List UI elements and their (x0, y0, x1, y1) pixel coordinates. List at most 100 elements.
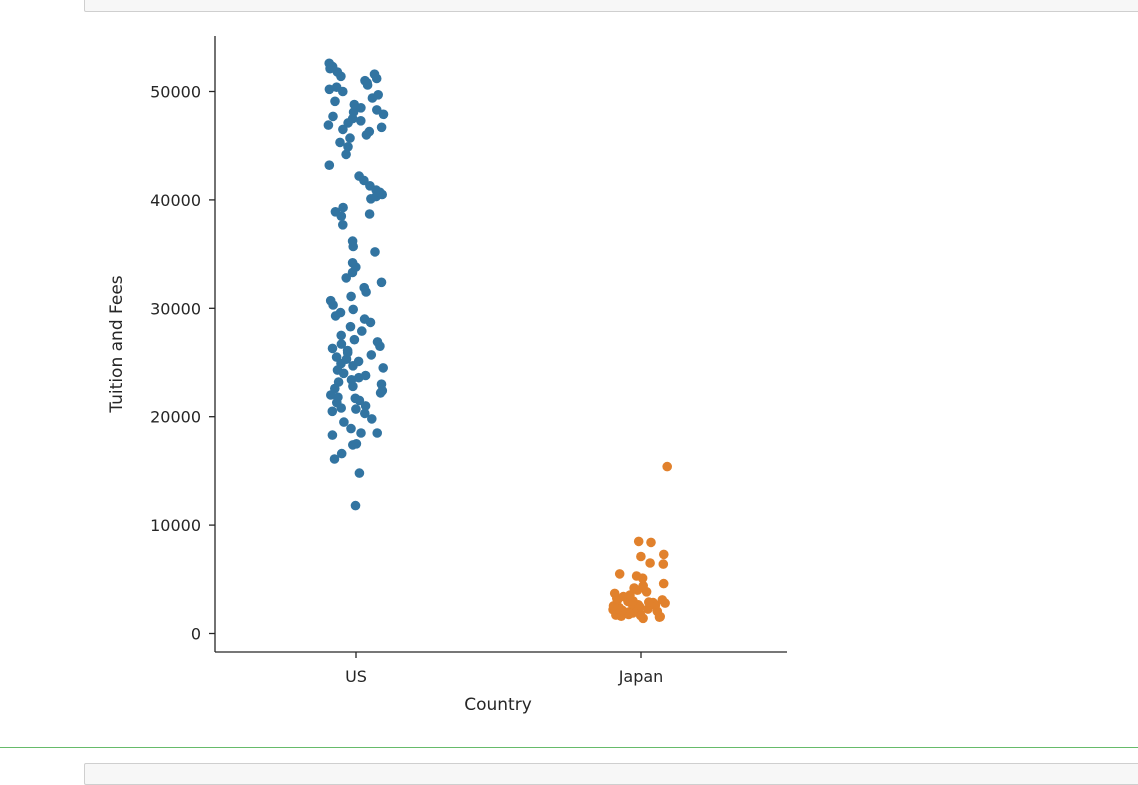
data-point-us (324, 84, 335, 95)
data-point-japan (658, 559, 669, 569)
data-point-us (359, 282, 370, 293)
data-point-japan (659, 549, 669, 560)
data-point-us (350, 500, 361, 511)
data-point-us (354, 468, 365, 478)
y-tick-label: 40000 (150, 191, 201, 210)
data-point-japan (609, 588, 620, 599)
data-point-us (356, 428, 366, 438)
x-tick-label: Japan (618, 667, 664, 686)
data-point-japan (646, 537, 656, 548)
data-point-us (341, 273, 352, 283)
x-ticks: US Japan (345, 652, 663, 686)
data-point-us (336, 330, 347, 341)
data-point-us (357, 326, 367, 336)
data-point-us (353, 356, 364, 367)
data-point-us (376, 277, 387, 288)
data-point-us (342, 345, 353, 356)
data-point-japan (643, 604, 653, 614)
data-point-us (335, 137, 345, 148)
data-point-us (372, 105, 382, 115)
x-axis-label: Country (464, 695, 532, 715)
data-point-us (341, 149, 351, 160)
data-point-us (331, 352, 342, 362)
data-point-us (370, 247, 380, 257)
data-point-us (376, 122, 387, 133)
data-point-us (359, 314, 370, 324)
data-point-us (349, 99, 360, 110)
data-point-us (323, 120, 334, 130)
data-point-us (329, 454, 340, 464)
data-point-japan (631, 571, 642, 581)
data-point-us (356, 116, 366, 126)
data-point-us (360, 370, 371, 381)
data-point-us (327, 406, 338, 417)
data-point-us (378, 363, 389, 373)
data-point-japan (629, 583, 639, 593)
y-axis-label: Tuition and Fees (107, 275, 127, 413)
data-point-us (346, 291, 356, 302)
data-point-japan (658, 578, 669, 589)
data-point-us (339, 417, 349, 427)
data-point-us (331, 82, 342, 92)
data-point-us (360, 408, 370, 419)
data-point-japan (662, 461, 672, 472)
y-tick-label: 20000 (150, 408, 201, 427)
y-tick-label: 10000 (150, 516, 201, 535)
data-point-japan (645, 558, 655, 568)
data-point-us (349, 334, 360, 345)
y-tick-label: 0 (191, 625, 201, 644)
data-point-us (372, 337, 383, 347)
y-ticks: 0 10000 20000 30000 40000 50000 (150, 83, 215, 644)
data-point-us (364, 126, 375, 137)
data-point-us (366, 350, 377, 360)
data-point-us (336, 448, 347, 459)
data-point-us (367, 414, 377, 424)
data-point-us (338, 124, 348, 135)
x-tick-label: US (345, 667, 367, 686)
data-point-us (343, 142, 353, 152)
data-points (323, 58, 672, 624)
data-point-us (338, 220, 348, 230)
next-cell-border (84, 763, 1138, 785)
data-point-us (330, 96, 340, 107)
data-point-us (347, 258, 358, 268)
data-point-us (327, 343, 338, 354)
data-point-us (346, 375, 357, 385)
data-point-us (364, 209, 375, 219)
data-point-us (345, 133, 355, 143)
data-point-us (360, 75, 370, 86)
data-point-us (333, 377, 344, 387)
y-tick-label: 50000 (150, 83, 201, 102)
data-point-us (330, 207, 341, 217)
data-point-us (328, 111, 338, 122)
data-point-japan (636, 551, 646, 562)
data-point-us (373, 90, 384, 100)
data-point-us (346, 423, 356, 434)
data-point-us (350, 393, 361, 404)
data-point-us (335, 307, 346, 318)
data-point-us (351, 404, 361, 414)
data-point-japan (625, 590, 635, 600)
data-point-japan (614, 569, 625, 579)
data-point-us (348, 304, 359, 315)
data-point-us (351, 439, 362, 449)
data-point-us (372, 428, 383, 438)
data-point-us (348, 107, 359, 117)
data-point-us (354, 171, 364, 181)
data-point-japan (638, 581, 648, 591)
data-point-us (324, 160, 335, 170)
data-point-us (345, 321, 356, 332)
y-tick-label: 30000 (150, 299, 201, 318)
data-point-us (325, 295, 336, 306)
data-point-us (369, 69, 380, 79)
data-point-us (376, 379, 387, 390)
data-point-us (327, 430, 338, 440)
strip-plot: 0 10000 20000 30000 40000 50000 US Japan Count… (107, 36, 787, 715)
data-point-us (324, 58, 335, 69)
previous-cell-border (84, 0, 1138, 12)
data-point-japan (644, 597, 654, 607)
selected-cell-indicator (0, 747, 1138, 748)
data-point-japan (657, 595, 668, 605)
data-point-us (347, 236, 358, 246)
data-point-us (336, 339, 347, 349)
